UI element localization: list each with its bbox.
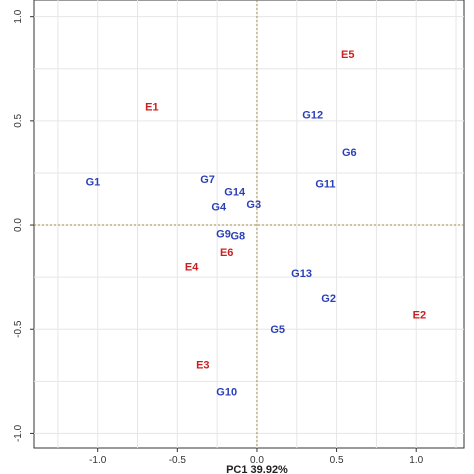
point-label-g9: G9 [216,228,231,240]
point-label-g13: G13 [291,268,312,280]
x-axis-ticks: -1.0 -0.5 0.0 0.5 1.0 [89,448,424,466]
point-label-e5: E5 [341,49,354,61]
point-label-g5: G5 [270,324,285,336]
point-label-g10: G10 [216,387,237,399]
point-label-g4: G4 [211,201,227,213]
x-axis-label: PC1 39.92% [226,464,288,474]
y-tick-label: 0.5 [13,113,24,127]
y-axis-ticks: -1.0 -0.5 0.0 0.5 1.0 [13,9,34,442]
point-label-g7: G7 [200,174,215,186]
point-label-e6: E6 [220,247,233,259]
y-tick-label: 1.0 [13,9,24,23]
x-tick-label: 1.0 [409,455,423,466]
point-label-e2: E2 [413,310,426,322]
x-tick-label: 0.0 [250,455,264,466]
y-tick-label: -1.0 [13,424,24,442]
point-label-g1: G1 [86,176,101,188]
plot-frame [33,0,465,449]
point-label-g6: G6 [342,147,357,159]
point-label-g12: G12 [302,110,323,122]
y-tick-label: -0.5 [13,320,24,338]
reference-lines [34,0,464,448]
x-tick-label: 0.5 [330,455,344,466]
point-label-g3: G3 [246,199,261,211]
point-label-e1: E1 [145,101,158,113]
point-label-g2: G2 [321,293,336,305]
grid-lines [34,0,464,448]
y-tick-label: 0.0 [13,218,24,232]
point-label-g8: G8 [231,230,246,242]
point-label-g11: G11 [315,178,335,190]
x-tick-label: -1.0 [89,455,107,466]
point-label-e4: E4 [185,262,199,274]
x-tick-label: -0.5 [169,455,187,466]
point-label-e3: E3 [196,360,209,372]
point-label-g14: G14 [224,187,246,199]
